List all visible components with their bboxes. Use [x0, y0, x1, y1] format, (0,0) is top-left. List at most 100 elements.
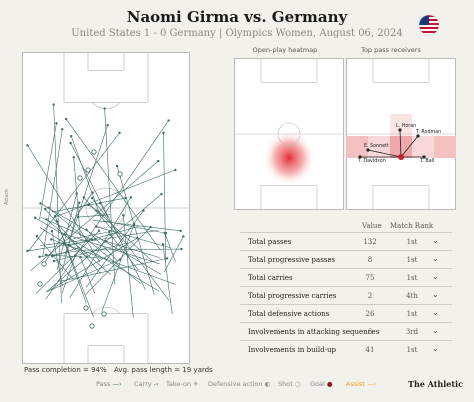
pass-line — [70, 136, 102, 218]
stat-value: 6 — [367, 328, 373, 336]
legend-pass: Pass —› — [96, 380, 122, 388]
stat-row[interactable]: Total progressive carries 2 4th ⌄ — [240, 286, 452, 305]
pass-end-dot — [78, 201, 81, 204]
expand-chevron-icon[interactable]: ⌄ — [432, 308, 439, 317]
pass-line — [56, 193, 78, 271]
match-subtitle: United States 1 - 0 Germany | Olympics W… — [71, 28, 403, 39]
pass-line — [52, 247, 80, 257]
expand-chevron-icon[interactable]: ⌄ — [432, 344, 439, 353]
pass-end-dot — [69, 141, 72, 145]
stat-label: Total progressive carries — [248, 292, 337, 300]
receiver-label: T. Ball — [419, 158, 434, 164]
pass-line — [42, 129, 63, 257]
stat-row[interactable]: Total defensive actions 26 1st ⌄ — [240, 304, 452, 323]
girma-node — [398, 154, 404, 160]
expand-chevron-icon[interactable]: ⌄ — [432, 254, 439, 263]
pass-lines — [26, 103, 185, 318]
stat-value: 2 — [367, 292, 373, 300]
legend-takeon: Take-on ✳ — [166, 380, 199, 388]
defensive-action-mark — [77, 175, 83, 181]
pass-end-dot — [35, 234, 39, 238]
stat-row[interactable]: Involvements in build-up 41 1st ⌄ — [240, 340, 452, 359]
legend-defensive: Defensive action ◐ — [208, 380, 271, 388]
pass-end-dot — [160, 192, 163, 196]
pass-line — [36, 235, 74, 280]
pass-line — [27, 145, 101, 263]
pass-end-dot — [103, 107, 106, 110]
stat-value: 26 — [365, 310, 375, 318]
legend-assist: Assist —› — [346, 380, 377, 388]
heatmap-title: Open-play heatmap — [252, 46, 318, 54]
legend-carry: Carry -› — [134, 380, 159, 388]
expand-chevron-icon[interactable]: ⌄ — [432, 236, 439, 245]
pass-end-dot — [50, 238, 53, 241]
stat-row[interactable]: Total progressive passes 8 1st ⌄ — [240, 250, 452, 269]
expand-chevron-icon[interactable]: ⌄ — [432, 272, 439, 281]
receiver-label: E. Sonnett — [364, 143, 389, 149]
stat-row[interactable]: Total carries 75 1st ⌄ — [240, 268, 452, 287]
pass-line — [53, 104, 62, 304]
pass-end-dot — [161, 243, 165, 246]
pass-line — [45, 254, 107, 259]
pass-map-pitch — [22, 52, 190, 364]
stat-value: 132 — [363, 238, 377, 246]
expand-chevron-icon[interactable]: ⌄ — [432, 326, 439, 335]
pass-end-dot — [53, 214, 57, 218]
pass-line — [65, 118, 161, 251]
pass-end-dot — [122, 214, 125, 217]
pass-end-dot — [109, 233, 112, 236]
stat-label: Total progressive passes — [248, 256, 336, 264]
pass-line — [70, 142, 146, 290]
pass-line — [83, 197, 124, 242]
pass-completion-label: Pass completion = 94% — [24, 366, 107, 374]
defensive-action-marks — [37, 149, 123, 329]
pass-end-dot — [75, 192, 78, 195]
pass-end-dot — [69, 134, 73, 138]
stat-rank: 1st — [406, 238, 418, 246]
pass-end-dot — [167, 119, 170, 122]
pass-line — [53, 169, 176, 218]
stat-row[interactable]: Involvements in attacking sequences 6 3rd ⌄ — [240, 322, 452, 341]
pass-end-dot — [108, 230, 111, 234]
pass-line — [54, 215, 87, 304]
pass-end-dot — [39, 202, 42, 205]
stat-rank: 1st — [406, 310, 418, 318]
expand-chevron-icon[interactable]: ⌄ — [432, 290, 439, 299]
pass-line — [96, 226, 171, 249]
pass-end-dot — [87, 203, 90, 207]
pass-end-dot — [26, 249, 29, 253]
pass-end-dot — [115, 164, 119, 168]
pass-end-dot — [90, 196, 94, 200]
pass-line — [27, 230, 159, 252]
receiver-label: T. Rodman — [415, 129, 441, 135]
pass-line — [79, 248, 182, 251]
brand-logo: The Athletic — [408, 379, 463, 389]
stat-row[interactable]: Total passes 132 1st ⌄ — [240, 232, 452, 251]
value-header: Value — [362, 222, 382, 230]
usa-flag-icon — [418, 14, 440, 36]
pass-line — [46, 259, 121, 292]
pass-line — [122, 215, 134, 318]
pass-end-dot — [50, 255, 54, 258]
stat-label: Involvements in build-up — [248, 346, 336, 354]
pass-end-dot — [182, 235, 185, 238]
pass-line — [101, 223, 135, 312]
pass-line — [45, 120, 169, 300]
pass-line — [110, 234, 139, 271]
pass-end-dot — [52, 103, 55, 106]
pass-line — [39, 123, 57, 220]
pass-end-dot — [44, 207, 47, 211]
defensive-action-mark — [41, 261, 47, 267]
stat-label: Total carries — [248, 274, 293, 282]
pass-end-dot — [91, 191, 94, 194]
pass-end-dot — [106, 123, 109, 127]
pass-line — [93, 220, 181, 232]
pass-line — [73, 231, 110, 239]
pass-line — [27, 132, 120, 252]
pass-line — [63, 243, 70, 251]
stat-rank: 1st — [406, 346, 418, 354]
pass-line — [116, 165, 155, 295]
pass-end-dot — [179, 229, 182, 233]
pass-line — [85, 226, 151, 295]
stat-value: 41 — [365, 346, 375, 354]
